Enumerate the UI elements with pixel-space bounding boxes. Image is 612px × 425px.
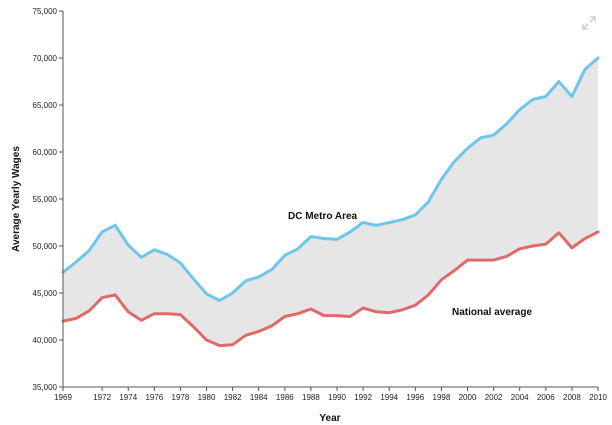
series-label-national-average: National average (452, 307, 532, 318)
expand-icon[interactable] (582, 16, 596, 30)
x-tick-label: 1998 (433, 393, 451, 402)
x-tick-label: 1982 (224, 393, 242, 402)
x-tick-label: 1976 (145, 393, 163, 402)
x-tick-label: 1994 (380, 393, 398, 402)
series-line-1 (61, 230, 600, 348)
x-tick-label: 1969 (54, 393, 72, 402)
x-tick-label: 2006 (537, 393, 555, 402)
x-tick-label: 1980 (198, 393, 216, 402)
y-tick-label: 60,000 (33, 148, 58, 157)
series-label-dc-metro-area: DC Metro Area (288, 211, 358, 222)
x-tick-label: 1996 (406, 393, 424, 402)
area-between-series (63, 58, 598, 346)
x-tick-label: 1988 (302, 393, 320, 402)
y-tick-label: 40,000 (33, 336, 58, 345)
x-tick-label: 1984 (250, 393, 268, 402)
x-tick-label: 1972 (93, 393, 111, 402)
y-tick-label: 35,000 (33, 383, 58, 392)
x-tick-label: 1974 (119, 393, 137, 402)
y-tick-label: 45,000 (33, 289, 58, 298)
y-tick-label: 70,000 (33, 54, 58, 63)
y-tick-label: 55,000 (33, 195, 58, 204)
x-tick-label: 2004 (511, 393, 529, 402)
tick-labels: 35,000 40,000 45,000 50,000 55,000 60,000 65,0… (33, 7, 608, 402)
x-tick-label: 2000 (459, 393, 477, 402)
series-line-0 (61, 56, 600, 302)
series-lines (61, 56, 600, 348)
x-axis-title: Year (319, 413, 340, 424)
x-tick-label: 2008 (563, 393, 581, 402)
y-tick-label: 65,000 (33, 101, 58, 110)
x-tick-label: 2002 (485, 393, 503, 402)
y-axis-title: Average Yearly Wages (11, 146, 22, 252)
x-tick-label: 1978 (172, 393, 190, 402)
y-tick-label: 50,000 (33, 242, 58, 251)
fill-between-area (63, 58, 598, 346)
x-tick-label: 2010 (589, 393, 607, 402)
axes (59, 10, 599, 391)
x-tick-label: 1990 (328, 393, 346, 402)
y-tick-label: 75,000 (33, 7, 58, 16)
x-tick-label: 1992 (354, 393, 372, 402)
x-tick-label: 1986 (276, 393, 294, 402)
